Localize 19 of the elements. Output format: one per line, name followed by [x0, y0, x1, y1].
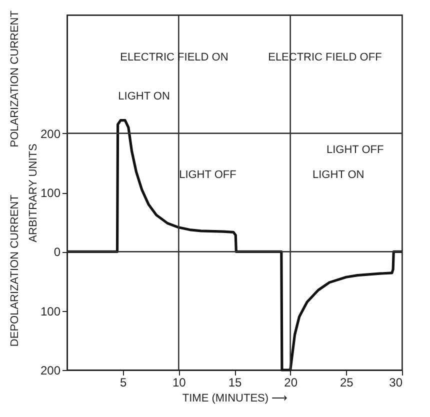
x-tick-label: 15: [228, 376, 242, 390]
annotation: LIGHT OFF: [326, 144, 384, 156]
x-tick-label: 5: [120, 376, 127, 390]
y-tick-label: 100: [40, 186, 61, 200]
x-tick-label: 10: [172, 376, 186, 390]
y-tick-label: 100: [40, 304, 61, 318]
x-axis-title: TIME (MINUTES) ⟶: [182, 392, 288, 404]
y-axis-title: ARBITRARY UNITS: [27, 144, 40, 242]
text: DEPOLARIZATION CURRENT: [9, 194, 21, 347]
x-tick-label: 30: [389, 376, 403, 390]
annotation: LIGHT ON: [118, 90, 170, 103]
text: POLARIZATION CURRENT: [9, 10, 21, 148]
annotation: LIGHT OFF: [179, 168, 237, 181]
x-tick-label: 20: [284, 376, 298, 390]
y-tick-label: 200: [40, 364, 61, 378]
x-tick-label: 25: [340, 376, 354, 390]
y-tick-label: 200: [40, 126, 61, 141]
annotation: LIGHT ON: [312, 168, 364, 181]
y-tick-label: 0: [54, 245, 61, 260]
